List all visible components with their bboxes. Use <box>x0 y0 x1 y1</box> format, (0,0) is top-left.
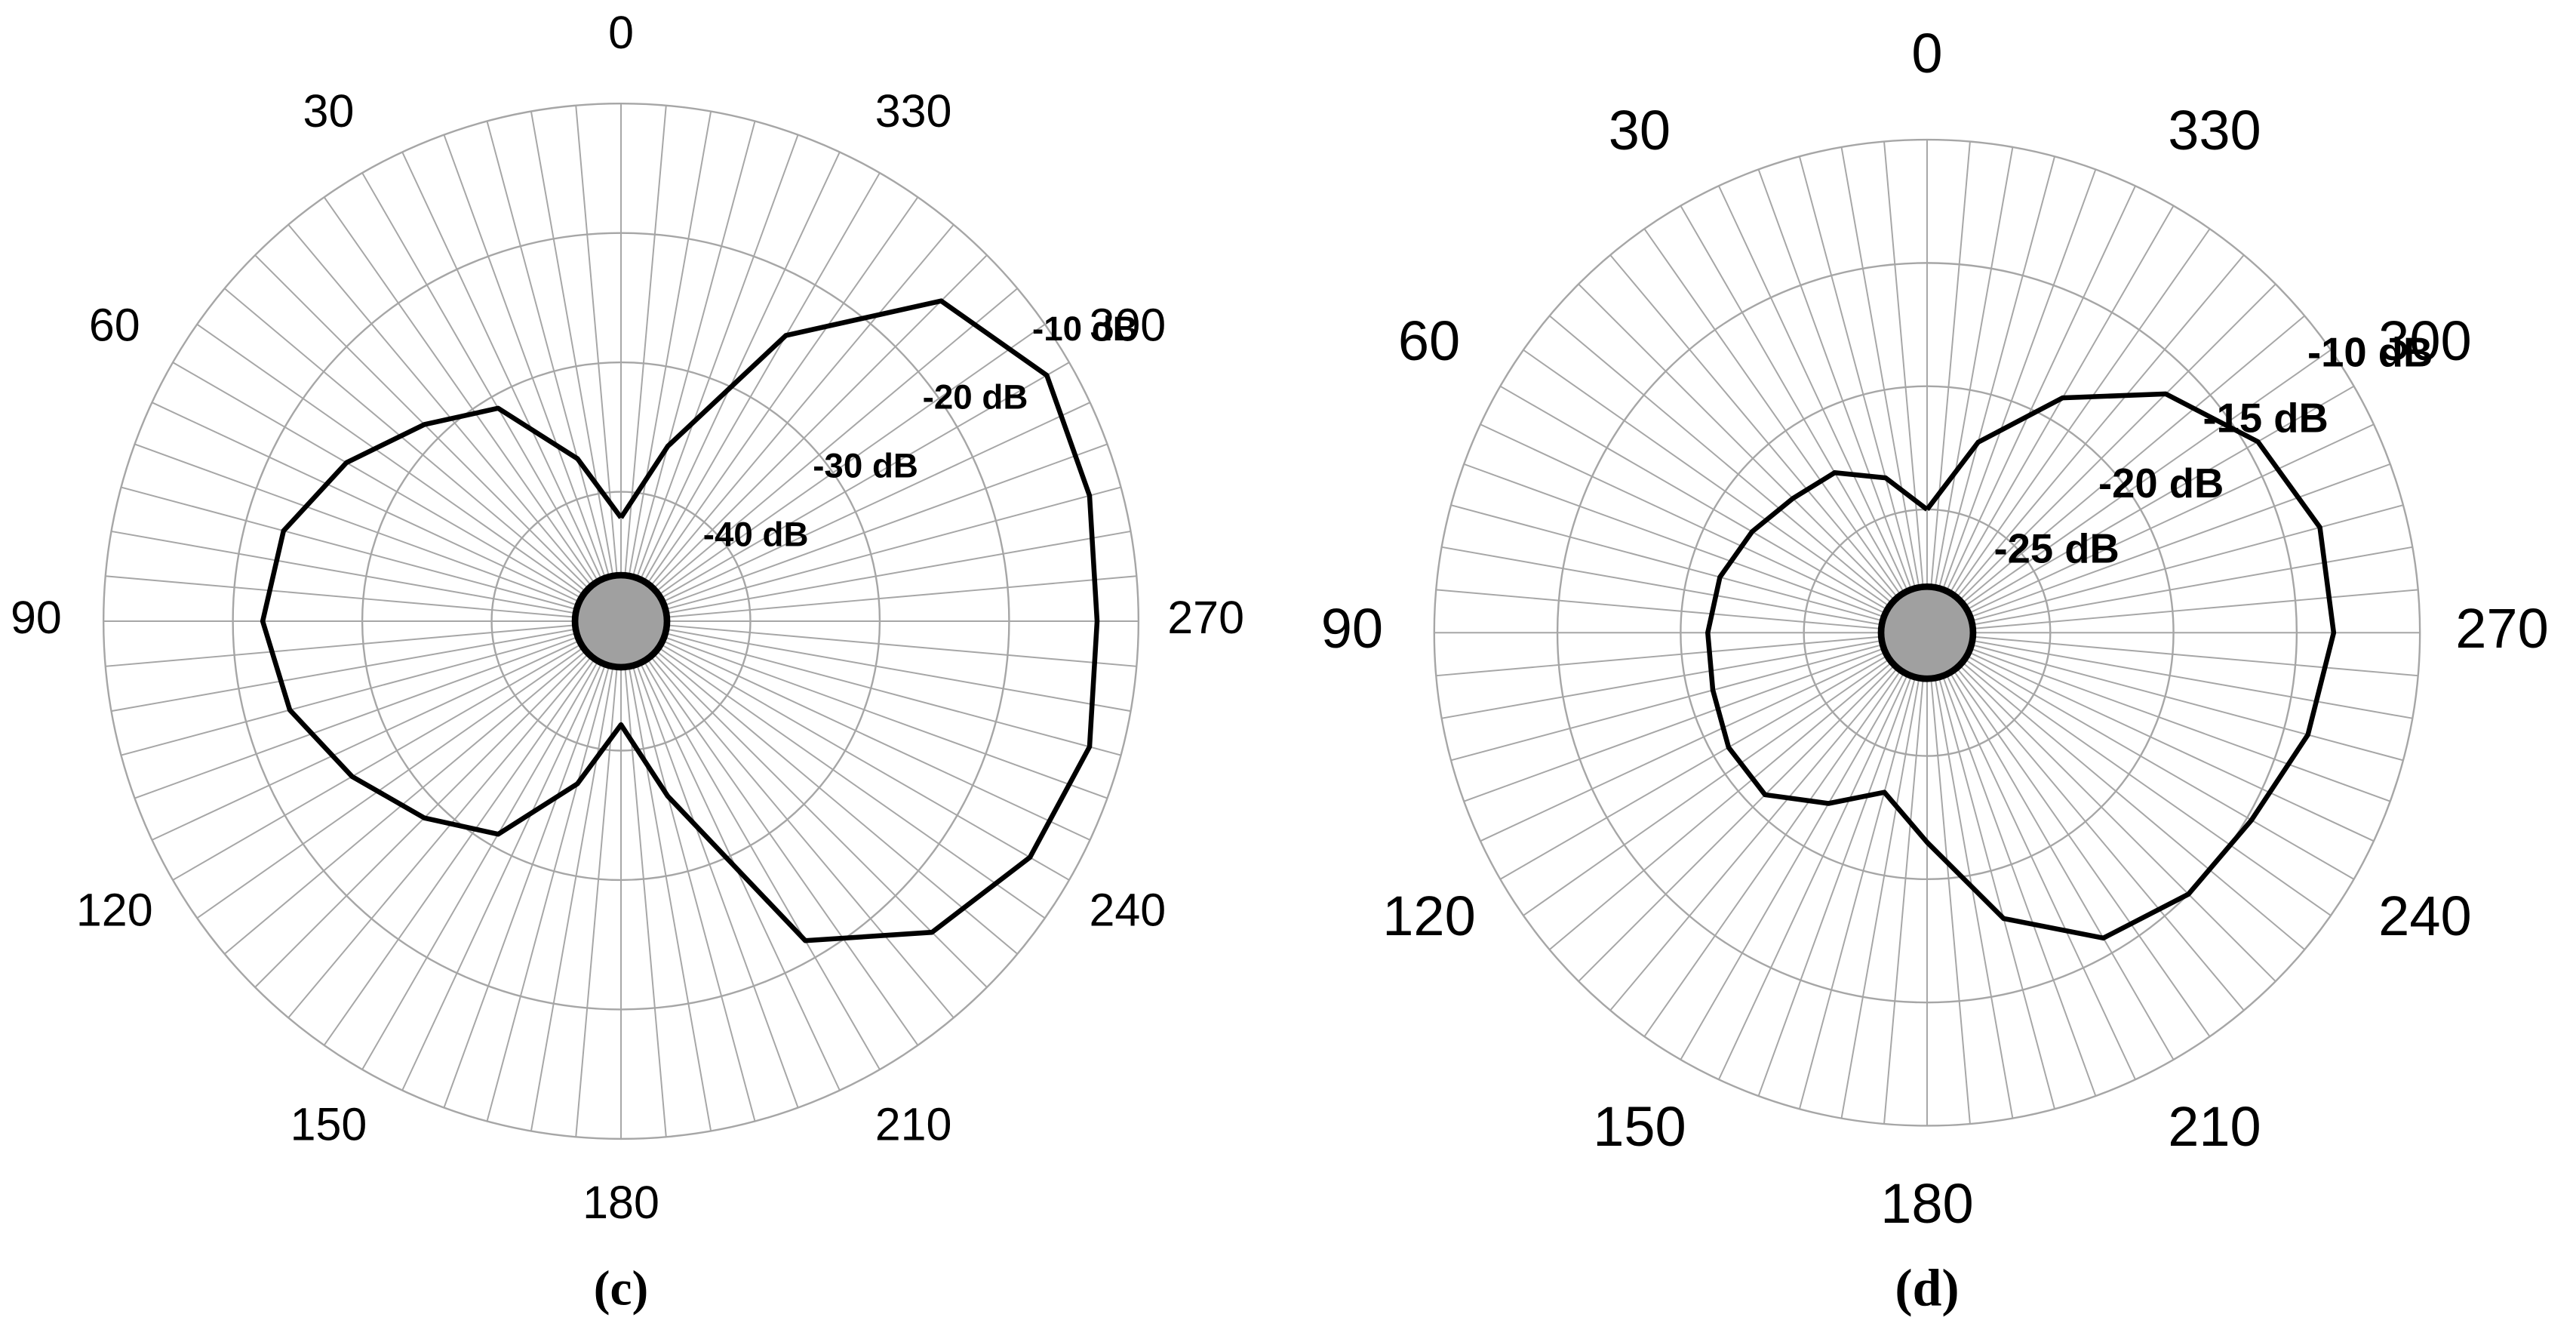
theta-tick-label: 30 <box>303 85 355 137</box>
ring <box>102 102 1140 1140</box>
ring <box>490 491 752 752</box>
theta-tick-label: 300 <box>1089 300 1166 351</box>
r-tick-label: -20 dB <box>2098 460 2224 506</box>
ring <box>1556 262 2298 1004</box>
ring <box>361 361 881 882</box>
r-tick-label: -25 dB <box>1994 525 2120 571</box>
theta-tick-label: 270 <box>2455 597 2549 660</box>
theta-tick-label: 330 <box>2168 99 2261 162</box>
theta-tick-label: 240 <box>2378 885 2472 947</box>
device-icon <box>1877 583 1977 682</box>
theta-tick-label: 330 <box>875 85 952 137</box>
r-tick-label: -20 dB <box>923 378 1028 417</box>
theta-tick-label: 150 <box>290 1098 367 1150</box>
theta-tick-label: 210 <box>875 1098 952 1150</box>
r-tick-label: -10 dB <box>1032 309 1138 348</box>
pattern-curve <box>260 298 1100 943</box>
r-tick-label: -15 dB <box>2203 395 2328 441</box>
ring <box>1680 385 2175 881</box>
polar-chart: -40 dB-30 dB-20 dB-10 dB 0 30 60 90 120 150 180… <box>11 7 1244 1316</box>
r-tick-label: -40 dB <box>703 515 809 553</box>
theta-tick-label: 240 <box>1089 885 1166 936</box>
caption: (d) <box>1895 1260 1959 1318</box>
r-tick-label: -30 dB <box>813 447 918 485</box>
theta-tick-label: 0 <box>608 7 634 58</box>
caption: (c) <box>594 1262 648 1316</box>
theta-tick-label: 90 <box>1321 597 1383 660</box>
theta-tick-label: 210 <box>2168 1095 2261 1158</box>
theta-tick-label: 60 <box>89 300 140 351</box>
theta-tick-label: 150 <box>1593 1095 1686 1158</box>
polar-chart: -25 dB -20 dB -15 dB -10 dB 0 30 60 90 120 150 180… <box>1321 22 2549 1318</box>
theta-tick-label: 180 <box>1880 1172 1973 1235</box>
theta-tick-label: 270 <box>1167 592 1244 643</box>
theta-tick-label: 300 <box>2378 309 2472 372</box>
theta-tick-label: 0 <box>1911 22 1942 85</box>
r-tick-label: -10 dB <box>2307 330 2433 376</box>
theta-tick-label: 120 <box>76 885 153 936</box>
device-icon <box>571 571 671 671</box>
theta-tick-label: 180 <box>583 1177 659 1228</box>
theta-tick-label: 120 <box>1382 885 1476 947</box>
theta-tick-label: 90 <box>11 592 62 643</box>
theta-tick-label: 60 <box>1398 309 1460 372</box>
ring <box>232 232 1010 1011</box>
theta-tick-label: 30 <box>1609 99 1671 162</box>
ring <box>1433 138 2421 1127</box>
pattern-curve <box>1705 391 2337 941</box>
